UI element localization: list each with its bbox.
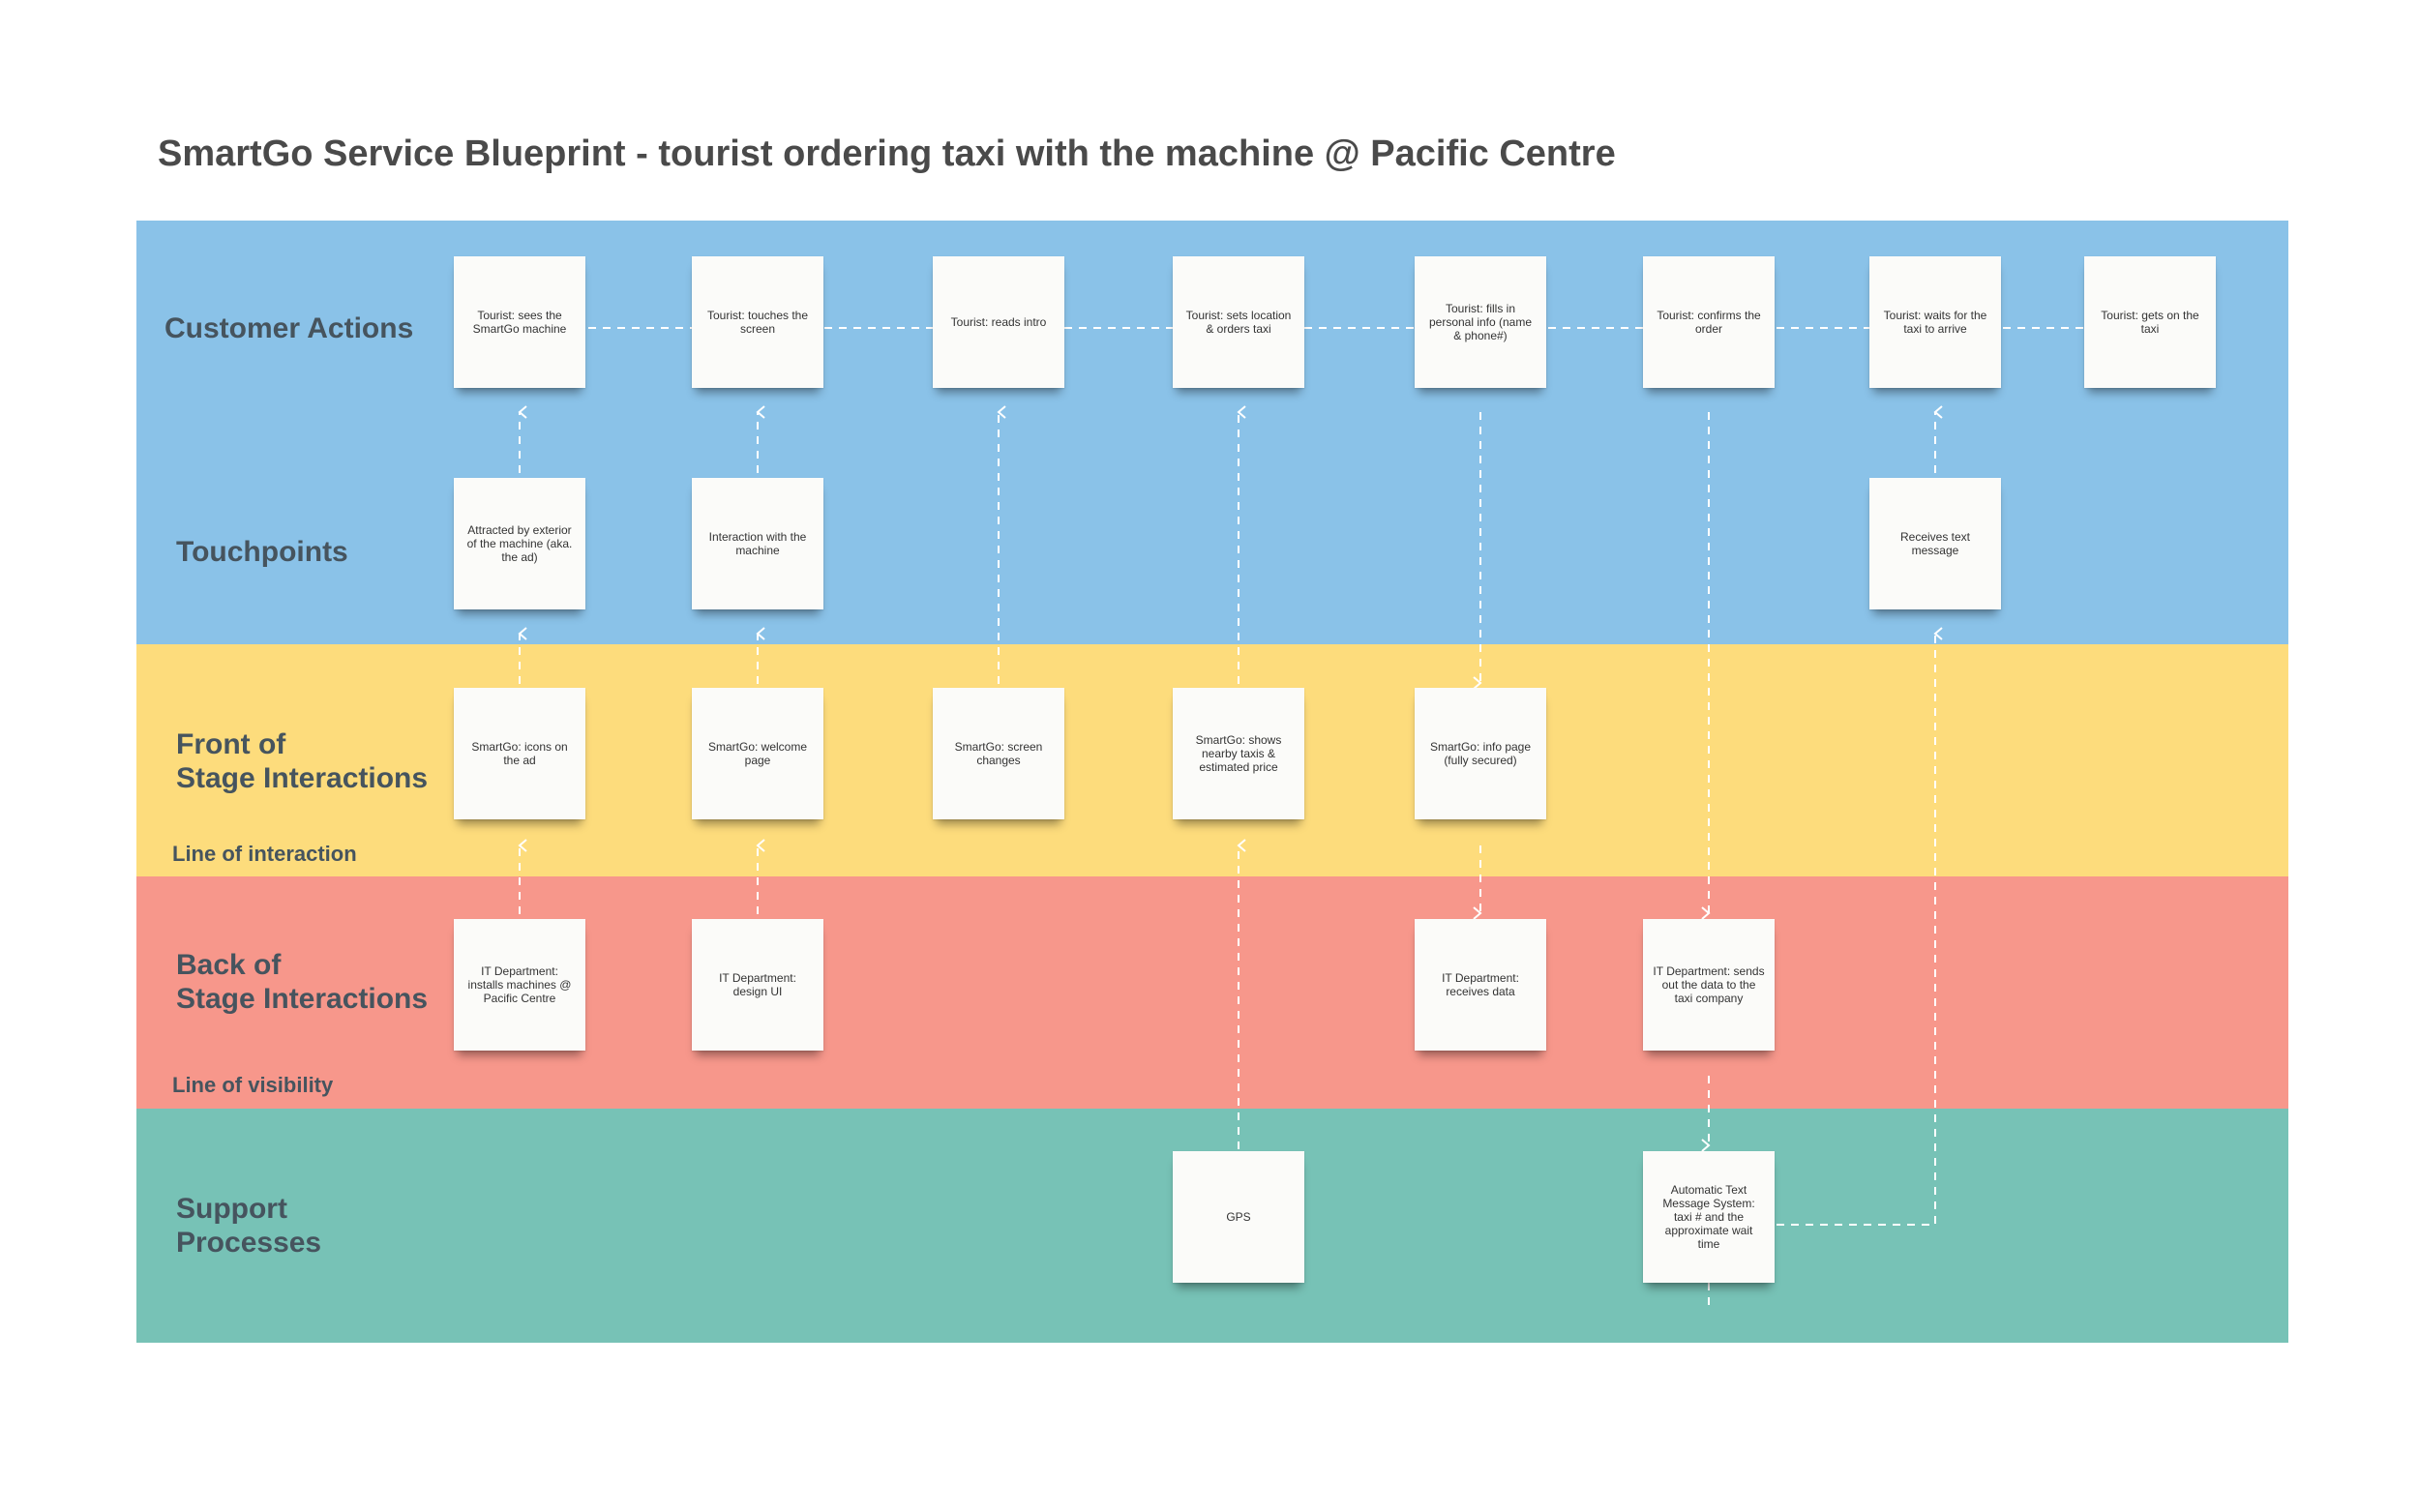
- sticky-note: IT Department: design UI: [692, 919, 823, 1051]
- sticky-note: IT Department: installs machines @ Pacif…: [454, 919, 585, 1051]
- sticky-note: Tourist: confirms the order: [1643, 256, 1775, 388]
- note-text: SmartGo: info page (fully secured): [1429, 740, 1532, 767]
- lane-label-support: Support Processes: [176, 1193, 322, 1259]
- sticky-note: Tourist: reads intro: [933, 256, 1064, 388]
- lane-label-back-stage: Back of Stage Interactions: [176, 949, 429, 1015]
- sticky-note: Tourist: sees the SmartGo machine: [454, 256, 585, 388]
- line-of-interaction-label: Line of interaction: [172, 842, 357, 866]
- note-text: Tourist: sets location & orders taxi: [1185, 309, 1292, 336]
- note-text: Tourist: gets on the taxi: [2101, 309, 2199, 336]
- sticky-note: Tourist: waits for the taxi to arrive: [1869, 256, 2001, 388]
- sticky-note: SmartGo: info page (fully secured): [1415, 688, 1546, 819]
- lane-label-customer-actions: Customer Actions: [164, 312, 414, 344]
- note-text: SmartGo: screen changes: [954, 740, 1043, 767]
- note-text: Tourist: touches the screen: [706, 309, 809, 336]
- note-text: SmartGo: shows nearby taxis & estimated …: [1195, 733, 1282, 774]
- sticky-note: SmartGo: screen changes: [933, 688, 1064, 819]
- sticky-note: SmartGo: shows nearby taxis & estimated …: [1173, 688, 1304, 819]
- sticky-note: Tourist: touches the screen: [692, 256, 823, 388]
- note-text: Attracted by exterior of the machine (ak…: [466, 523, 573, 564]
- note-text: Tourist: waits for the taxi to arrive: [1883, 309, 1987, 336]
- sticky-note: Tourist: sets location & orders taxi: [1173, 256, 1304, 388]
- note-text: Automatic Text Message System: taxi # an…: [1662, 1183, 1755, 1251]
- lane-label-front-stage: Front of Stage Interactions: [176, 728, 429, 794]
- sticky-note: GPS: [1173, 1151, 1304, 1283]
- sticky-note: Attracted by exterior of the machine (ak…: [454, 478, 585, 609]
- note-text: IT Department: installs machines @ Pacif…: [467, 964, 572, 1005]
- note-text: GPS: [1226, 1210, 1251, 1224]
- note-text: Tourist: sees the SmartGo machine: [472, 309, 567, 336]
- line-of-visibility-label: Line of visibility: [172, 1073, 334, 1097]
- note-text: Tourist: confirms the order: [1657, 309, 1761, 336]
- note-text: IT Department: design UI: [719, 971, 796, 998]
- lane-label-touchpoints: Touchpoints: [176, 536, 348, 568]
- note-text: IT Department: receives data: [1442, 971, 1519, 998]
- sticky-note: SmartGo: icons on the ad: [454, 688, 585, 819]
- sticky-note: Interaction with the machine: [692, 478, 823, 609]
- sticky-note: IT Department: receives data: [1415, 919, 1546, 1051]
- sticky-note: IT Department: sends out the data to the…: [1643, 919, 1775, 1051]
- note-text: SmartGo: welcome page: [707, 740, 808, 767]
- sticky-note: SmartGo: welcome page: [692, 688, 823, 819]
- note-text: IT Department: sends out the data to the…: [1653, 964, 1765, 1005]
- page-title: SmartGo Service Blueprint - tourist orde…: [158, 133, 1616, 174]
- sticky-note: Tourist: gets on the taxi: [2084, 256, 2216, 388]
- note-text: Tourist: reads intro: [950, 315, 1047, 329]
- note-text: SmartGo: icons on the ad: [471, 740, 568, 767]
- sticky-note: Automatic Text Message System: taxi # an…: [1643, 1151, 1775, 1283]
- note-text: Tourist: fills in personal info (name & …: [1428, 302, 1533, 342]
- note-text: Interaction with the machine: [708, 530, 807, 557]
- note-text: Receives text message: [1899, 530, 1971, 557]
- sticky-note: Receives text message: [1869, 478, 2001, 609]
- sticky-note: Tourist: fills in personal info (name & …: [1415, 256, 1546, 388]
